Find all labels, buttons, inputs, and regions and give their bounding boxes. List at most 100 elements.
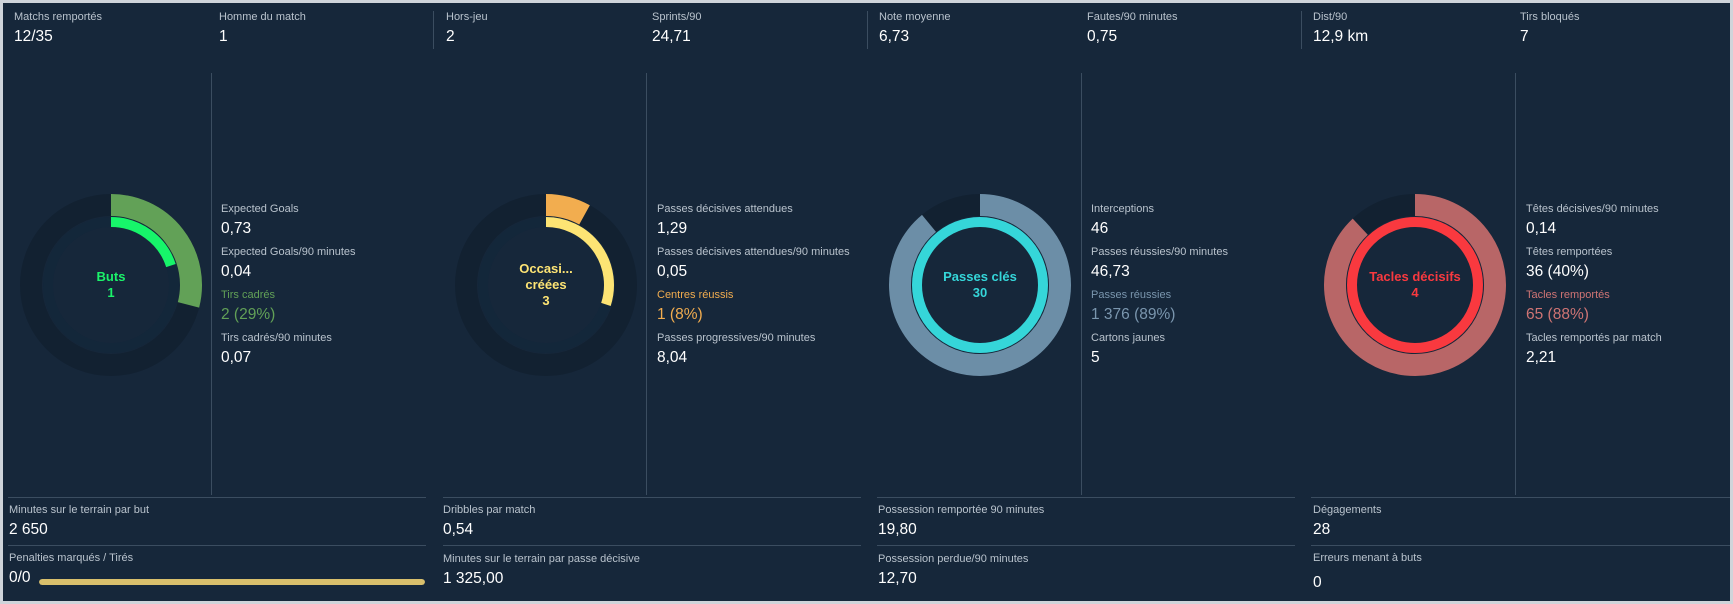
top-stat-value: 12/35 [14,28,53,45]
stat-value: 0,14 [1526,220,1557,237]
stat-label: Possession perdue/90 minutes [878,553,1029,565]
top-divider [1301,11,1302,49]
stat-item-highlight: Passes réussies 1 376 (89%) [1091,289,1228,332]
stat-item: Interceptions 46 [1091,203,1228,246]
section-divider [211,73,212,495]
stat-value: 65 (88%) [1526,306,1589,323]
top-stat-tirs-bloques: Tirs bloqués 7 [1520,11,1580,47]
stat-item: Passes décisives attendues/90 minutes 0,0… [657,246,850,289]
stat-value: 1,29 [657,220,688,237]
stat-value: 1 376 (89%) [1091,306,1176,323]
donut-inner-arc [912,217,1048,353]
stat-value: 19,80 [878,521,917,538]
stat-item-highlight: Centres réussis 1 (8%) [657,289,850,332]
stat-label: Têtes décisives/90 minutes [1526,203,1659,215]
stat-value: 5 [1091,349,1100,366]
stat-value: 0 [1313,574,1322,591]
stat-label: Dribbles par match [443,504,536,516]
stat-value: 0,04 [221,263,252,280]
top-stat-label: Tirs bloqués [1520,11,1580,23]
bottom-divider [1311,497,1730,498]
donut-inner-arc [110,217,176,268]
top-stat-dist: Dist/90 12,9 km [1313,11,1368,47]
stat-item: Têtes remportées 36 (40%) [1526,246,1662,289]
donut-tacles-decisifs: Tacles décisifs 4 [1322,192,1508,378]
stat-value: 2 (29%) [221,306,276,323]
stat-value: 36 (40%) [1526,263,1589,280]
top-divider [867,11,868,49]
stat-value: 1 325,00 [443,570,504,587]
bottom-divider [877,545,1295,546]
stat-label: Penalties marqués / Tirés [9,552,134,564]
bottom-divider [443,497,861,498]
section-divider [646,73,647,495]
stat-label: Tacles remportés par match [1526,332,1662,344]
section-divider [1081,73,1082,495]
top-stat-homme-du-match: Homme du match 1 [219,11,306,47]
stat-value: 28 [1313,521,1331,538]
stats-list-buts: Expected Goals 0,73 Expected Goals/90 min… [221,203,356,375]
stat-label: Minutes sur le terrain par but [9,504,150,516]
top-stat-fautes: Fautes/90 minutes 0,75 [1087,11,1178,47]
top-stat-sprints: Sprints/90 24,71 [652,11,702,47]
bottom-stat-possession-perdue: Possession perdue/90 minutes 12,70 [878,553,1028,589]
stat-value: 0,73 [221,220,252,237]
bottom-stat-dribbles: Dribbles par match 0,54 [443,504,535,540]
bottom-stat-possession-remportee: Possession remportée 90 minutes 19,80 [878,504,1044,540]
stat-value: 2,21 [1526,349,1557,366]
stat-label: Minutes sur le terrain par passe décisiv… [443,553,640,565]
stat-value: 0/0 [9,569,31,586]
stat-value: 46,73 [1091,263,1130,280]
stat-item: Expected Goals/90 minutes 0,04 [221,246,356,289]
donut-chart [455,194,637,376]
top-stat-note-moyenne: Note moyenne 6,73 [879,11,951,47]
stat-item: Passes décisives attendues 1,29 [657,203,850,246]
stat-item: Passes réussies/90 minutes 46,73 [1091,246,1228,289]
bottom-divider [8,497,426,498]
donut-outer-arc [110,194,202,308]
bottom-stat-erreurs: Erreurs menant à buts 0 [1313,552,1422,593]
donut-outer-track [455,194,637,376]
stat-label: Tirs cadrés [221,289,275,301]
stat-value: 0,05 [657,263,688,280]
penalties-progress-fill [39,579,425,585]
stat-item: Passes progressives/90 minutes 8,04 [657,332,850,375]
top-stat-label: Fautes/90 minutes [1087,11,1178,23]
top-stat-value: 1 [219,28,228,45]
top-stat-value: 6,73 [879,28,910,45]
donut-inner-arc [1347,217,1483,353]
stat-label: Expected Goals/90 minutes [221,246,356,258]
stat-value: 1 (8%) [657,306,703,323]
top-stat-label: Matchs remportés [14,11,103,23]
stat-label: Centres réussis [657,289,734,301]
donut-passes-cles: Passes clés 30 [887,192,1073,378]
stat-label: Têtes remportées [1526,246,1613,258]
top-stat-value: 12,9 km [1313,28,1369,45]
top-stat-value: 2 [446,28,455,45]
stat-value: 46 [1091,220,1109,237]
player-stats-panel: Matchs remportés 12/35 Homme du match 1 … [3,3,1730,601]
stat-label: Expected Goals [221,203,299,215]
bottom-stat-penalties: Penalties marqués / Tirés 0/0 [9,552,133,588]
bottom-divider [1311,545,1730,546]
stat-label: Passes progressives/90 minutes [657,332,816,344]
top-stat-label: Hors-jeu [446,11,488,23]
donut-chart [1324,194,1506,376]
bottom-divider [8,545,426,546]
stat-label: Passes réussies [1091,289,1172,301]
stat-item-highlight: Tacles remportés 65 (88%) [1526,289,1662,332]
bottom-stat-minutes-par-but: Minutes sur le terrain par but 2 650 [9,504,149,540]
stat-label: Tacles remportés [1526,289,1610,301]
top-stat-value: 7 [1520,28,1529,45]
stat-label: Interceptions [1091,203,1154,215]
bottom-stat-degagements: Dégagements 28 [1313,504,1382,540]
donut-buts: Buts 1 [18,192,204,378]
donut-outer-arc [545,194,590,225]
donut-occasions-creees: Occasi... créées 3 [453,192,639,378]
top-stat-label: Homme du match [219,11,306,23]
stat-item-highlight: Tirs cadrés 2 (29%) [221,289,356,332]
top-divider [433,11,434,49]
section-divider [1515,73,1516,495]
top-stat-label: Sprints/90 [652,11,702,23]
donut-inner-arc [545,217,614,307]
